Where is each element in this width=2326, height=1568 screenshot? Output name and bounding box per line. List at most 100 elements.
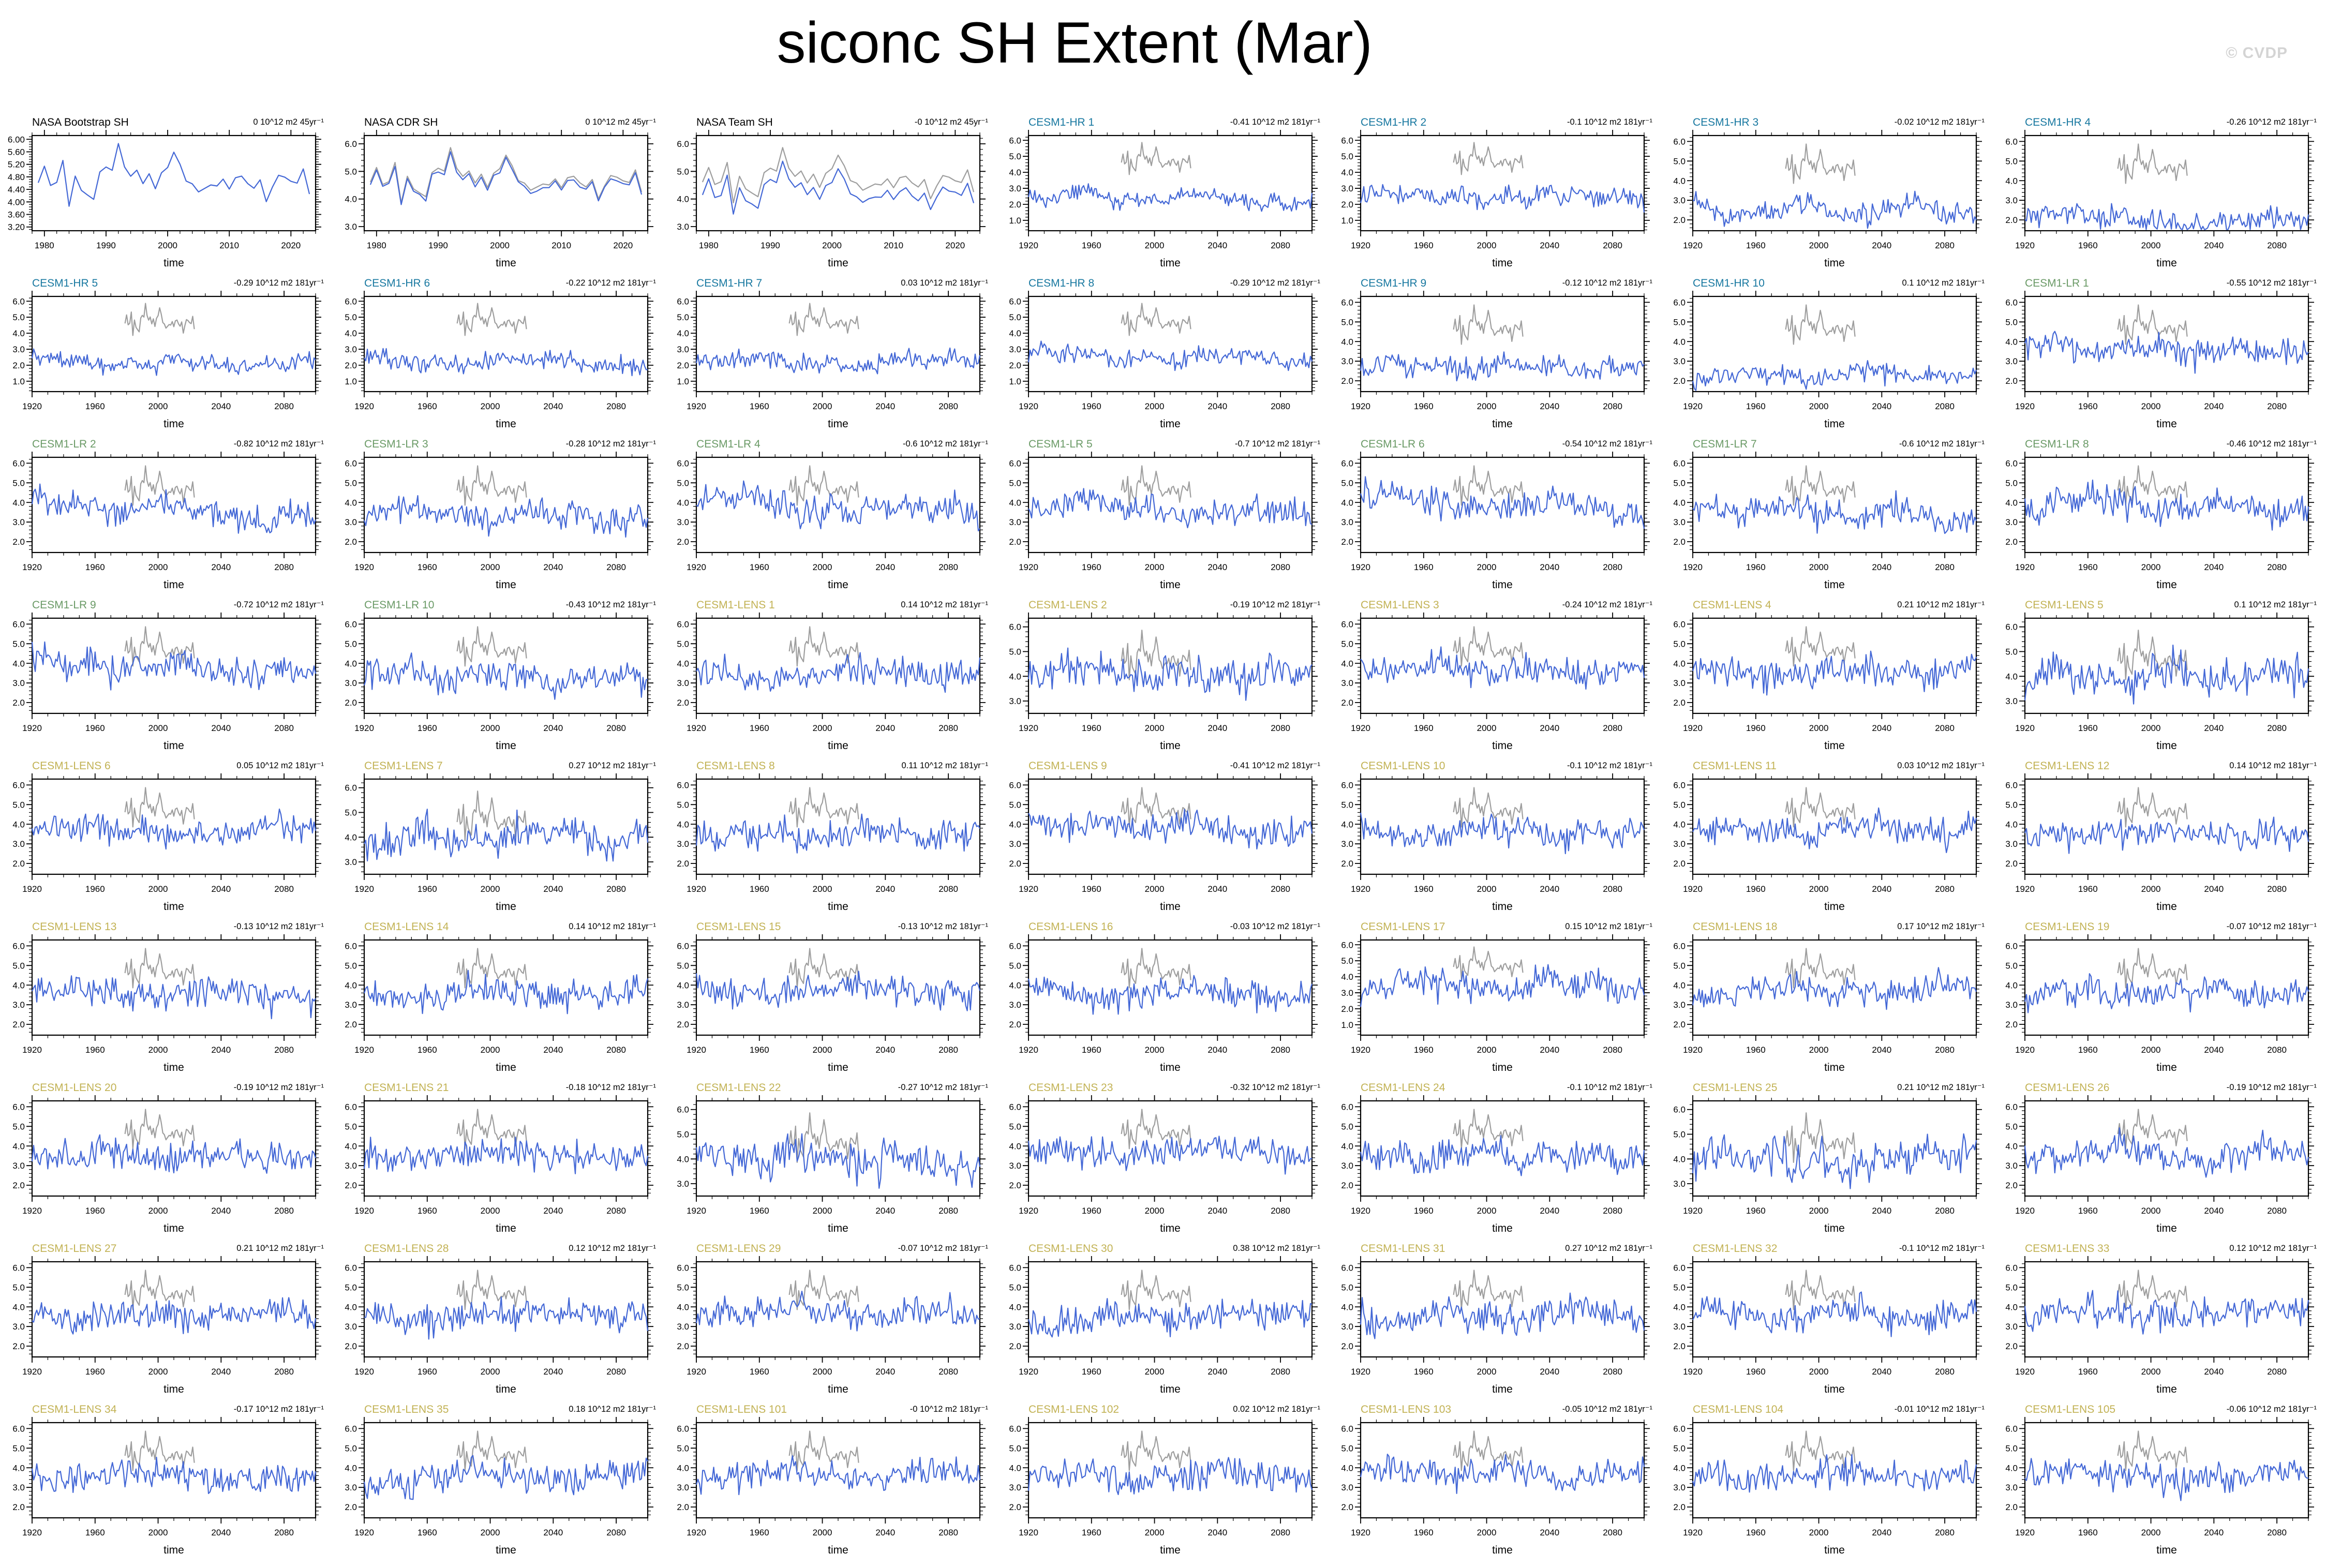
x-tick-label: 2080 [606, 1206, 626, 1216]
plot-frame [1360, 1100, 1645, 1197]
panel-title: CESM1-LENS 25 [1693, 1082, 1777, 1094]
panel-title: CESM1-LR 4 [696, 438, 761, 450]
minor-ticks [1025, 1259, 1315, 1360]
y-tick-label: 4.0 [1009, 819, 1021, 829]
y-tick-label: 2.0 [1009, 1502, 1021, 1512]
x-tick-label: 2080 [1935, 401, 1955, 411]
x-tick-label: 1920 [1351, 723, 1370, 733]
x-tick-label: 2040 [1540, 1367, 1559, 1377]
panel-CESM1-LR-8: 2.0 3.0 4.0 5.0 6.0 1920 1960 2000 2040 2080 time C… [2005, 438, 2317, 591]
y-tick-label: 4.80 [8, 172, 25, 182]
series-line [1360, 1292, 1645, 1339]
obs-overlay-line [1121, 630, 1191, 680]
panel-CESM1-LENS-9: 2.0 3.0 4.0 5.0 6.0 1920 1960 2000 2040 2080 time C… [1009, 760, 1320, 913]
minor-ticks [1690, 293, 1979, 395]
x-axis-title: time [1824, 1383, 1845, 1395]
y-tick-label: 5.0 [12, 1122, 25, 1131]
x-tick-label: 1920 [22, 1528, 42, 1537]
x-axis-title: time [1160, 418, 1181, 430]
x-tick-label: 2000 [813, 1367, 832, 1377]
x-tick-label: 1960 [1746, 562, 1766, 572]
x-tick-label: 1960 [1414, 1528, 1434, 1537]
x-tick-label: 2080 [2267, 1045, 2287, 1055]
y-tick-label: 5.0 [1009, 800, 1021, 810]
y-tick-label: 6.0 [12, 1102, 25, 1112]
obs-overlay-line [2117, 787, 2188, 828]
panel-CESM1-LENS-29: 2.0 3.0 4.0 5.0 6.0 1920 1960 2000 2040 2080 time C… [677, 1243, 988, 1395]
minor-ticks [693, 293, 983, 395]
y-tick-label: 6.0 [1673, 941, 1686, 951]
x-tick-label: 2080 [2267, 241, 2287, 250]
panel-CESM1-HR-1: 1.0 2.0 3.0 4.0 5.0 6.0 1920 1960 2000 2040 2080 ti… [1009, 116, 1320, 269]
x-tick-label: 2040 [211, 1045, 231, 1055]
x-tick-label: 1960 [85, 884, 105, 894]
x-axis-title: time [2156, 257, 2177, 269]
panel-CESM1-HR-2: 1.0 2.0 3.0 4.0 5.0 6.0 1920 1960 2000 2040 2080 ti… [1341, 116, 1652, 269]
x-axis-title: time [1492, 579, 1513, 591]
trend-label: 0.14 10^12 m2 181yr⁻¹ [2229, 761, 2317, 770]
series-line [1692, 190, 1977, 229]
x-tick-label: 2040 [1872, 241, 1891, 250]
plot-frame [1027, 1422, 1313, 1519]
x-tick-label: 2040 [1207, 723, 1227, 733]
x-tick-label: 1960 [85, 1045, 105, 1055]
obs-overlay-line [1121, 787, 1191, 828]
plot-frame [2024, 939, 2309, 1036]
panel-title: CESM1-LENS 1 [696, 599, 775, 611]
plot-frame [363, 135, 649, 232]
y-tick-label: 6.0 [1673, 619, 1686, 629]
panel-title: CESM1-LENS 32 [1693, 1243, 1777, 1255]
x-tick-label: 2040 [1207, 1367, 1227, 1377]
x-tick-label: 2000 [1477, 241, 1497, 250]
y-tick-label: 6.0 [12, 1263, 25, 1273]
y-tick-label: 4.0 [345, 659, 357, 668]
panel-CESM1-LENS-6: 2.0 3.0 4.0 5.0 6.0 1920 1960 2000 2040 2080 time C… [12, 760, 324, 913]
y-tick-label: 4.0 [1009, 328, 1021, 338]
y-tick-label: 3.0 [1673, 1179, 1686, 1189]
series-line [1027, 183, 1313, 212]
plot-frame [2024, 1422, 2309, 1519]
x-tick-label: 1960 [1746, 1528, 1766, 1537]
panel-CESM1-LENS-12: 2.0 3.0 4.0 5.0 6.0 1920 1960 2000 2040 2080 time C… [2005, 760, 2317, 913]
x-axis-title: time [2156, 740, 2177, 752]
x-axis-title: time [1824, 901, 1845, 913]
x-axis-title: time [1824, 1222, 1845, 1234]
x-tick-label: 1920 [1351, 562, 1370, 572]
minor-ticks [2022, 1259, 2312, 1360]
y-tick-label: 3.0 [345, 345, 357, 354]
plot-frame [1360, 456, 1645, 554]
x-tick-label: 1960 [1414, 401, 1434, 411]
x-tick-label: 2000 [1809, 884, 1829, 894]
y-tick-label: 6.0 [345, 296, 357, 306]
x-tick-label: 2000 [1145, 401, 1165, 411]
y-tick-label: 2.0 [1673, 215, 1686, 225]
x-tick-label: 1960 [85, 723, 105, 733]
major-ticks [26, 773, 321, 880]
plot-frame [363, 778, 649, 875]
y-tick-label: 2.0 [677, 1020, 689, 1029]
series-line [695, 1455, 981, 1496]
x-tick-label: 2080 [938, 723, 958, 733]
trend-label: -0.05 10^12 m2 181yr⁻¹ [1562, 1405, 1653, 1414]
obs-overlay-line [788, 465, 859, 506]
x-tick-label: 1960 [1082, 562, 1101, 572]
obs-overlay-line [2117, 1430, 2188, 1471]
y-tick-label: 2.0 [345, 1020, 357, 1029]
obs-overlay-line [2117, 630, 2188, 680]
y-tick-label: 4.0 [1341, 1302, 1353, 1312]
y-tick-label: 6.0 [2005, 137, 2018, 146]
y-tick-label: 4.0 [1009, 671, 1021, 681]
trend-label: 0.15 10^12 m2 181yr⁻¹ [1565, 922, 1652, 931]
x-tick-label: 1920 [354, 1045, 374, 1055]
y-tick-label: 5.0 [677, 800, 689, 810]
minor-ticks [1690, 776, 1979, 877]
obs-overlay-line [124, 626, 195, 667]
y-tick-label: 6.0 [1673, 1263, 1686, 1273]
x-tick-label: 1960 [750, 1045, 769, 1055]
y-tick-label: 3.60 [8, 210, 25, 220]
y-tick-label: 3.0 [345, 517, 357, 527]
x-tick-label: 2000 [813, 401, 832, 411]
x-tick-label: 2000 [148, 884, 168, 894]
x-tick-label: 1920 [1019, 884, 1038, 894]
trend-label: -0.72 10^12 m2 181yr⁻¹ [234, 600, 324, 609]
